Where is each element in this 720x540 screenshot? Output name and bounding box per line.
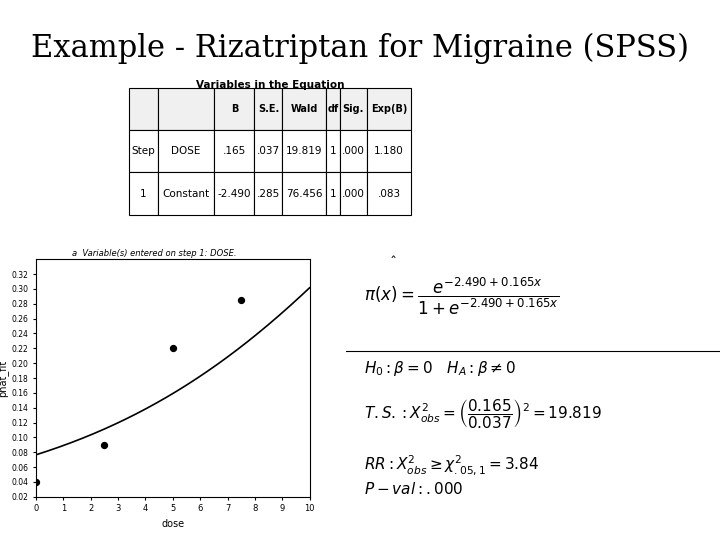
Text: $\hat{}$: $\hat{}$ [390, 248, 397, 262]
Text: Example - Rizatriptan for Migraine (SPSS): Example - Rizatriptan for Migraine (SPSS… [31, 32, 689, 64]
Point [235, 296, 247, 305]
Point [30, 477, 42, 486]
Point [167, 344, 179, 353]
X-axis label: dose: dose [161, 519, 184, 529]
Text: $T.S.: X^2_{obs} = \left(\dfrac{0.165}{0.037}\right)^2 = 19.819$: $T.S.: X^2_{obs} = \left(\dfrac{0.165}{0… [364, 397, 602, 430]
Point [99, 441, 110, 449]
Text: a  Variable(s) entered on step 1: DOSE.: a Variable(s) entered on step 1: DOSE. [72, 249, 236, 259]
Text: $H_0: \beta = 0 \quad H_A: \beta \neq 0$: $H_0: \beta = 0 \quad H_A: \beta \neq 0$ [364, 359, 516, 378]
Text: $P - val: .000$: $P - val: .000$ [364, 481, 464, 497]
Text: Variables in the Equation: Variables in the Equation [196, 80, 344, 90]
Text: $\pi(x) = \dfrac{e^{-2.490+0.165x}}{1+e^{-2.490+0.165x}}$: $\pi(x) = \dfrac{e^{-2.490+0.165x}}{1+e^… [364, 275, 559, 317]
Y-axis label: phat_fit: phat_fit [0, 360, 9, 396]
Text: $RR: X^2_{obs} \geq \chi^2_{.05,1} = 3.84$: $RR: X^2_{obs} \geq \chi^2_{.05,1} = 3.8… [364, 454, 539, 477]
